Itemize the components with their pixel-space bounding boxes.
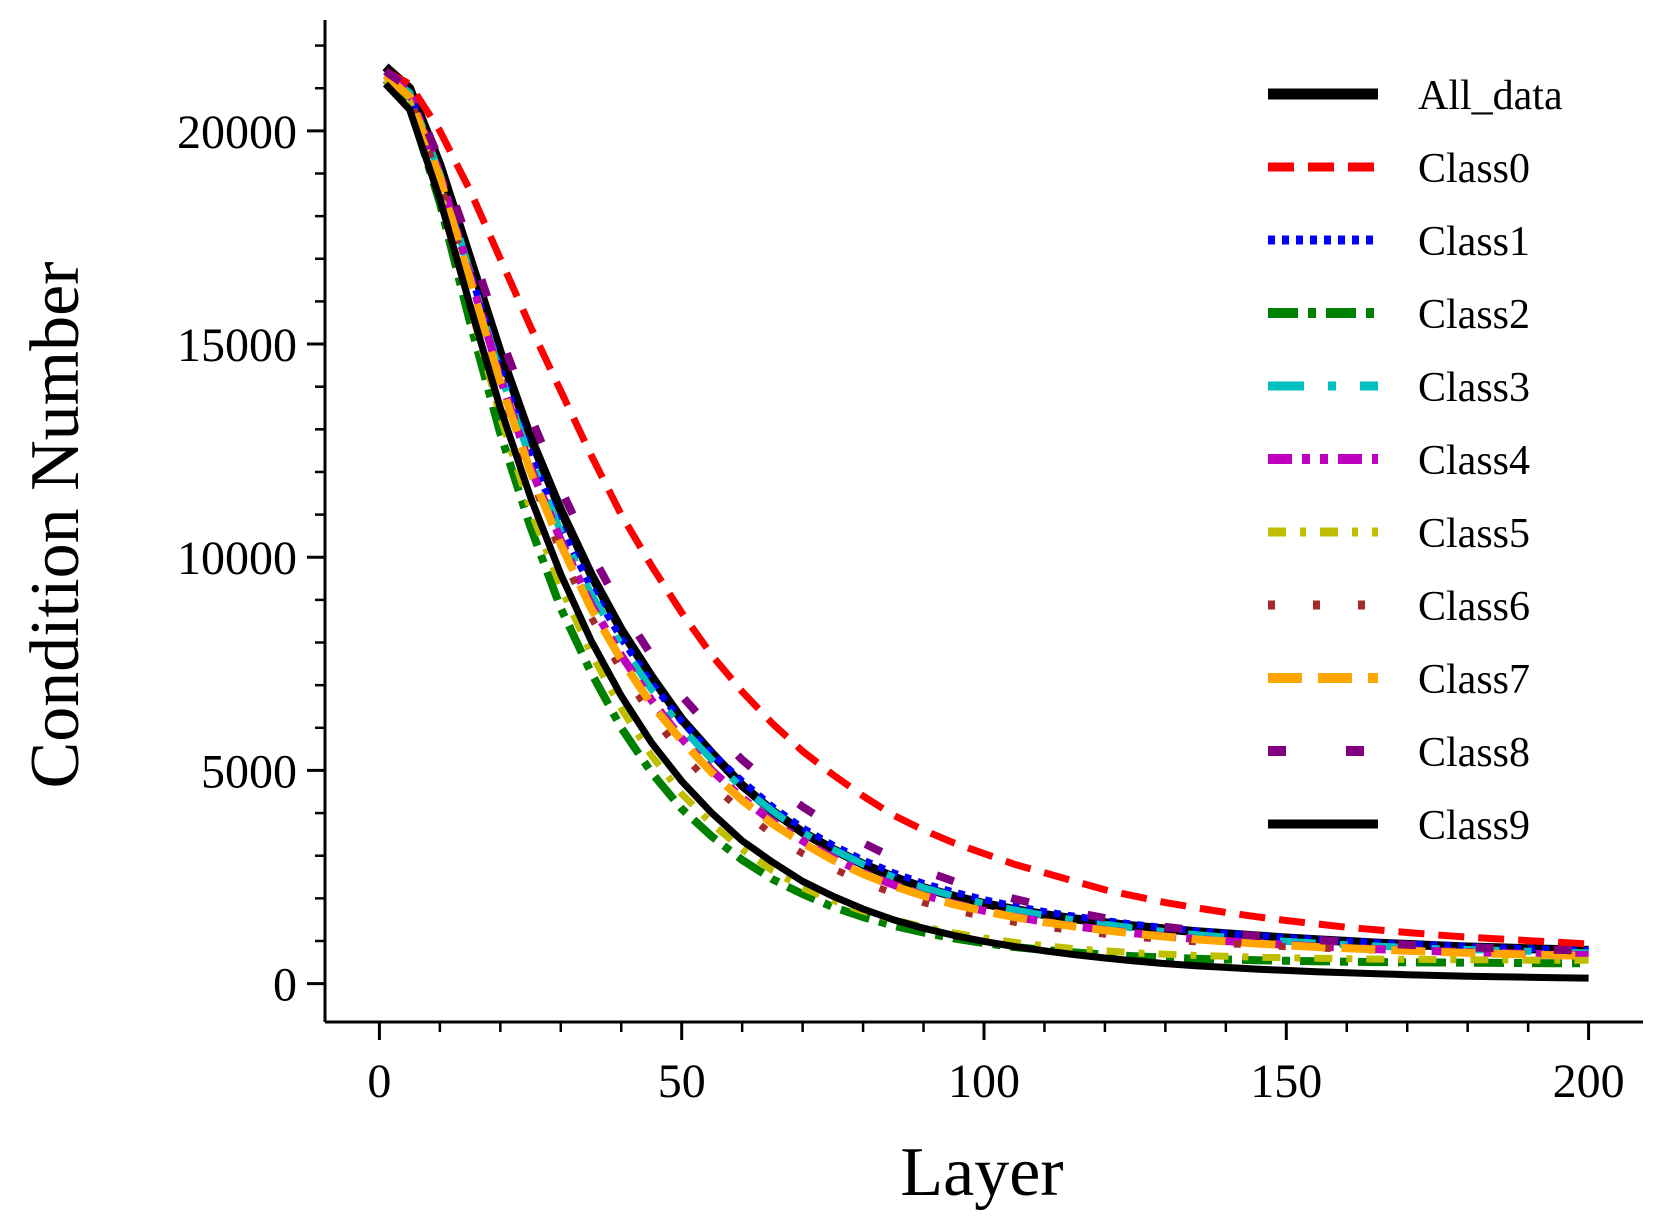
legend-label-class5: Class5 [1418,511,1530,557]
y-tick-label: 5000 [201,745,297,798]
x-tick-label: 50 [658,1055,706,1108]
series-line-class7 [382,72,1589,960]
series-line-class3 [383,72,1589,957]
x-axis-title: Layer [900,1134,1063,1211]
legend-label-class6: Class6 [1418,584,1530,630]
legend-label-class3: Class3 [1418,365,1530,411]
series-layer [382,63,1589,982]
x-tick-label: 0 [367,1055,391,1108]
legend-label-class2: Class2 [1418,292,1530,338]
series-line-class9 [382,81,1589,982]
y-tick-label: 20000 [177,106,297,159]
legend-label-class8: Class8 [1418,730,1530,776]
legend-label-class9: Class9 [1418,803,1530,849]
legend-label-class0: Class0 [1418,146,1530,192]
y-tick-label: 10000 [177,532,297,585]
y-tick-label: 15000 [177,319,297,372]
y-tick-label: 0 [273,959,297,1012]
axes: 0 50 100 150 200 0 5000 10000 15000 20000 [177,20,1643,1108]
x-tick-label: 200 [1553,1055,1625,1108]
series-line-class2 [382,76,1589,968]
x-tick-label: 100 [948,1055,1020,1108]
legend-label-class1: Class1 [1418,219,1530,265]
legend-label-class4: Class4 [1418,438,1530,484]
legend-label-all-data: All_data [1418,73,1563,119]
x-tick-label: 150 [1250,1055,1322,1108]
series-line-class0 [383,68,1589,948]
series-line-class1 [383,72,1589,954]
legend-label-class7: Class7 [1418,657,1530,703]
series-line-class4 [383,72,1589,960]
y-axis-title: Condition Number [17,262,94,789]
legend: All_data Class0 Class1 Class2 Class3 Class4 Cl… [1268,73,1563,849]
